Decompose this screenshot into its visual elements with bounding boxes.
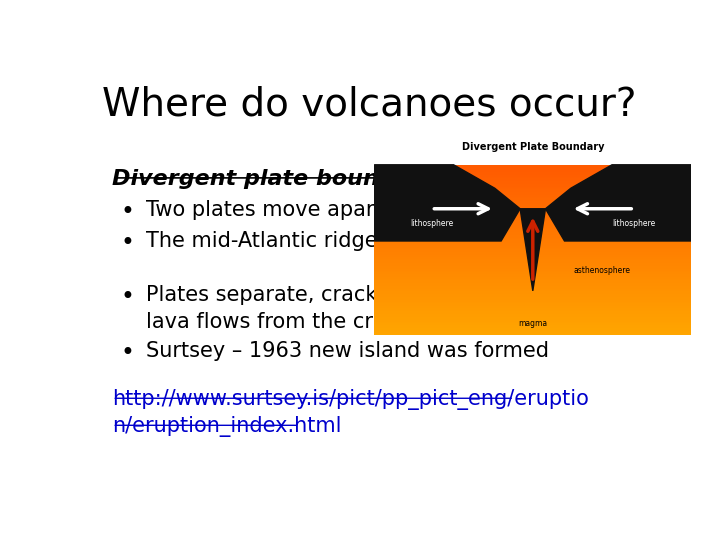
Bar bbox=[374, 312, 691, 315]
Bar bbox=[374, 235, 691, 239]
Bar bbox=[374, 309, 691, 312]
Bar bbox=[374, 295, 691, 298]
Text: •: • bbox=[121, 285, 135, 309]
Bar bbox=[374, 171, 691, 173]
Bar bbox=[374, 326, 691, 329]
Text: asthenosphere: asthenosphere bbox=[574, 266, 631, 275]
Text: n/eruption_index.html: n/eruption_index.html bbox=[112, 416, 342, 437]
Bar bbox=[374, 201, 691, 205]
Bar bbox=[374, 303, 691, 307]
Bar bbox=[374, 244, 691, 247]
Bar bbox=[374, 199, 691, 201]
Bar bbox=[374, 329, 691, 332]
Bar bbox=[374, 230, 691, 233]
Bar bbox=[374, 273, 691, 275]
Bar bbox=[374, 165, 691, 167]
Bar bbox=[374, 323, 691, 326]
Bar bbox=[374, 289, 691, 292]
Bar bbox=[374, 318, 691, 321]
Bar bbox=[374, 224, 691, 227]
Bar bbox=[374, 281, 691, 284]
Bar bbox=[374, 269, 691, 273]
Bar bbox=[374, 253, 691, 255]
Bar bbox=[374, 315, 691, 318]
Bar bbox=[374, 130, 691, 165]
Bar bbox=[374, 210, 691, 213]
Bar bbox=[374, 219, 691, 221]
Bar bbox=[374, 255, 691, 258]
Bar bbox=[374, 239, 691, 241]
Bar bbox=[374, 292, 691, 295]
Text: lithosphere: lithosphere bbox=[613, 219, 656, 228]
Bar bbox=[374, 185, 691, 187]
Bar bbox=[374, 221, 691, 224]
Bar bbox=[374, 287, 691, 289]
Bar bbox=[374, 179, 691, 182]
Bar bbox=[374, 267, 691, 269]
Text: •: • bbox=[121, 231, 135, 255]
Polygon shape bbox=[374, 165, 520, 241]
Text: http://www.surtsey.is/pict/pp_pict_eng/eruptio: http://www.surtsey.is/pict/pp_pict_eng/e… bbox=[112, 389, 589, 410]
Text: •: • bbox=[121, 200, 135, 224]
Bar bbox=[374, 233, 691, 235]
Bar bbox=[374, 284, 691, 287]
Bar bbox=[374, 190, 691, 193]
Bar bbox=[374, 187, 691, 190]
Bar bbox=[374, 321, 691, 323]
Text: lithosphere: lithosphere bbox=[410, 219, 453, 228]
Bar bbox=[374, 207, 691, 210]
Bar bbox=[374, 261, 691, 264]
Text: Divergent Plate Boundary: Divergent Plate Boundary bbox=[462, 142, 604, 152]
Text: The mid-Atlantic ridge: The mid-Atlantic ridge bbox=[145, 231, 377, 251]
Text: magma: magma bbox=[518, 319, 547, 328]
Bar bbox=[374, 307, 691, 309]
Bar bbox=[374, 216, 691, 219]
Bar bbox=[374, 301, 691, 303]
Bar bbox=[374, 275, 691, 278]
Text: Two plates move apart: Two plates move apart bbox=[145, 200, 382, 220]
Text: Plates separate, cracks called rifts form, and: Plates separate, cracks called rifts for… bbox=[145, 285, 611, 305]
Text: Surtsey – 1963 new island was formed: Surtsey – 1963 new island was formed bbox=[145, 341, 549, 361]
Bar bbox=[374, 205, 691, 207]
Bar bbox=[374, 264, 691, 267]
Bar bbox=[374, 182, 691, 185]
Bar bbox=[374, 258, 691, 261]
Polygon shape bbox=[520, 209, 546, 291]
Bar bbox=[374, 227, 691, 230]
Text: lava flows from the cracks: lava flows from the cracks bbox=[145, 312, 420, 332]
Bar bbox=[374, 173, 691, 176]
Bar bbox=[374, 250, 691, 253]
Bar bbox=[374, 332, 691, 335]
Bar bbox=[374, 278, 691, 281]
Bar bbox=[374, 241, 691, 244]
Text: •: • bbox=[121, 341, 135, 365]
Polygon shape bbox=[546, 165, 691, 241]
Bar bbox=[374, 298, 691, 301]
Bar bbox=[374, 247, 691, 250]
Bar bbox=[374, 213, 691, 216]
Text: Divergent plate boundaries:: Divergent plate boundaries: bbox=[112, 168, 466, 189]
Bar bbox=[374, 167, 691, 171]
Bar bbox=[374, 193, 691, 196]
Bar bbox=[374, 196, 691, 199]
Text: Where do volcanoes occur?: Where do volcanoes occur? bbox=[102, 85, 636, 124]
Bar bbox=[374, 176, 691, 179]
